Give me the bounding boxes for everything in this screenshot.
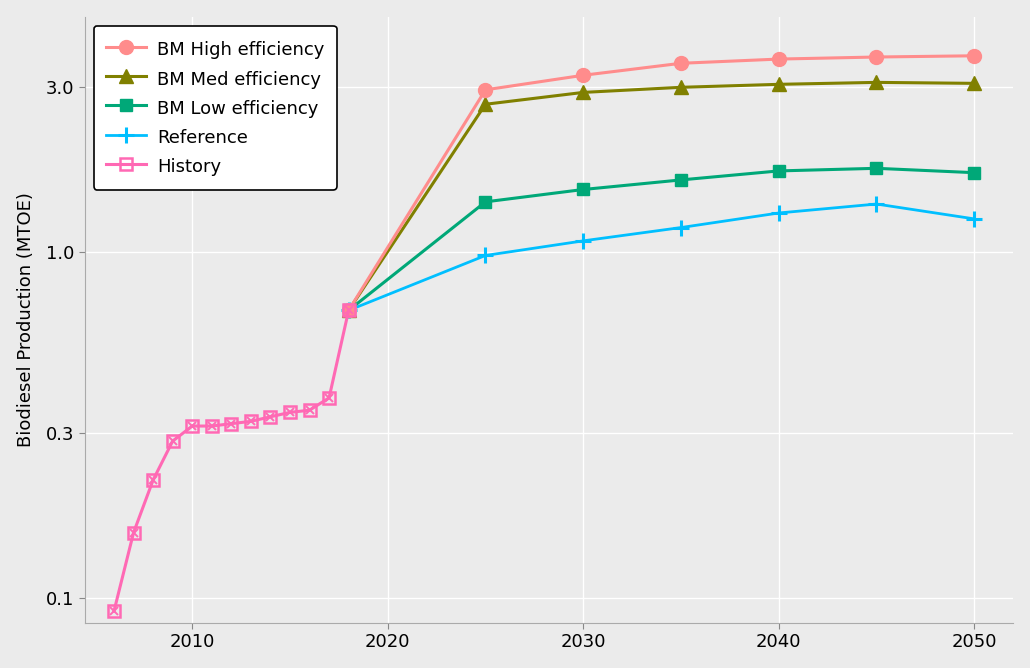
BM High efficiency bbox=[675, 59, 687, 67]
Reference bbox=[479, 251, 491, 259]
Line: BM High efficiency: BM High efficiency bbox=[342, 49, 982, 317]
BM Low efficiency bbox=[342, 307, 354, 315]
Line: Reference: Reference bbox=[341, 196, 982, 318]
BM Med efficiency bbox=[772, 80, 785, 88]
Reference bbox=[577, 237, 589, 245]
BM Low efficiency bbox=[968, 168, 981, 176]
Line: History: History bbox=[108, 305, 354, 617]
Reference bbox=[772, 209, 785, 217]
History bbox=[206, 422, 218, 430]
History bbox=[167, 437, 179, 445]
BM High efficiency bbox=[577, 71, 589, 79]
History bbox=[147, 476, 160, 484]
History bbox=[226, 420, 238, 428]
Line: BM Med efficiency: BM Med efficiency bbox=[342, 75, 982, 317]
History bbox=[245, 418, 258, 426]
BM Med efficiency bbox=[479, 100, 491, 108]
History bbox=[186, 422, 199, 430]
BM Low efficiency bbox=[577, 186, 589, 194]
Y-axis label: Biodiesel Production (MTOE): Biodiesel Production (MTOE) bbox=[16, 192, 35, 448]
Reference bbox=[968, 215, 981, 223]
BM Low efficiency bbox=[870, 164, 883, 172]
History bbox=[304, 406, 316, 414]
BM High efficiency bbox=[342, 307, 354, 315]
Line: BM Low efficiency: BM Low efficiency bbox=[342, 162, 981, 317]
BM Med efficiency bbox=[577, 88, 589, 96]
History bbox=[322, 394, 335, 402]
BM High efficiency bbox=[772, 55, 785, 63]
BM Low efficiency bbox=[675, 176, 687, 184]
BM Low efficiency bbox=[479, 198, 491, 206]
BM High efficiency bbox=[968, 52, 981, 60]
History bbox=[265, 413, 277, 421]
History bbox=[284, 408, 297, 416]
History bbox=[108, 607, 121, 615]
BM Low efficiency bbox=[772, 167, 785, 175]
Reference bbox=[675, 224, 687, 232]
History bbox=[342, 307, 354, 315]
BM High efficiency bbox=[870, 53, 883, 61]
BM Med efficiency bbox=[870, 78, 883, 86]
BM Med efficiency bbox=[968, 79, 981, 88]
Reference bbox=[342, 307, 354, 315]
BM Med efficiency bbox=[675, 84, 687, 92]
BM Med efficiency bbox=[342, 307, 354, 315]
Legend: BM High efficiency, BM Med efficiency, BM Low efficiency, Reference, History: BM High efficiency, BM Med efficiency, B… bbox=[94, 25, 337, 190]
Reference bbox=[870, 200, 883, 208]
BM High efficiency bbox=[479, 86, 491, 94]
History bbox=[128, 528, 140, 536]
